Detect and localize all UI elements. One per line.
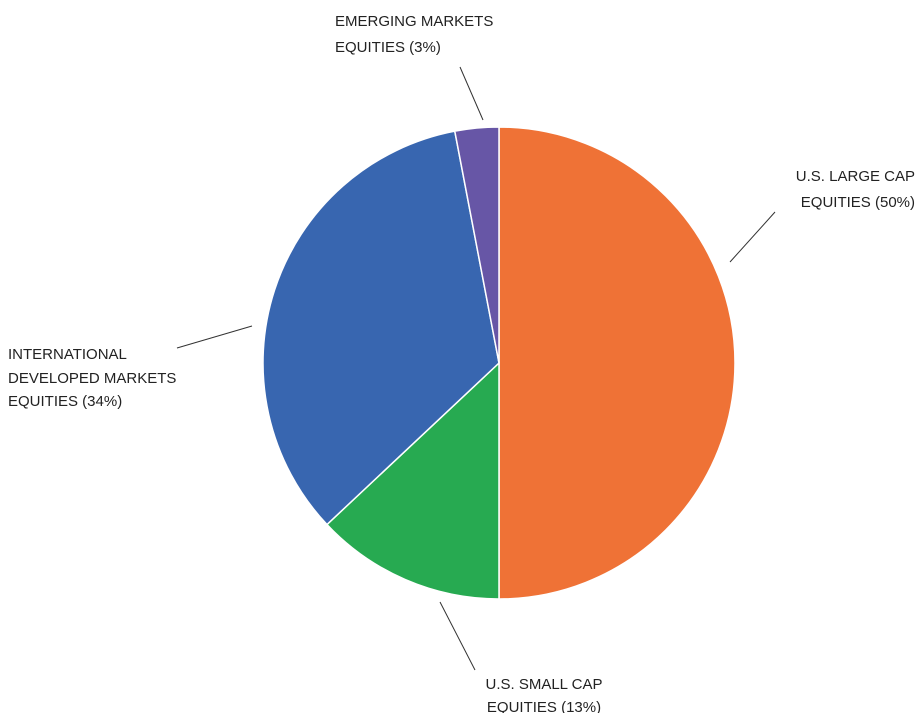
leader-line-1: [439, 601, 476, 671]
pie-slices: [262, 126, 736, 600]
slice-label-line: EQUITIES (3%): [335, 39, 441, 56]
leader-line-3: [459, 66, 484, 121]
slice-label-line: EQUITIES (34%): [8, 393, 122, 410]
slice-label-line: INTERNATIONAL: [8, 346, 127, 363]
leader-lines: [176, 66, 776, 671]
pie-slice-2: [262, 130, 500, 526]
pie-slice-3: [453, 126, 500, 364]
leader-line-2: [176, 325, 253, 349]
leader-line-0: [729, 211, 776, 263]
slice-label-line: U.S. LARGE CAP: [796, 168, 915, 185]
slice-label-line: DEVELOPED MARKETS: [8, 370, 176, 387]
slice-label-line: EQUITIES (13%): [487, 699, 601, 713]
slice-label-0: U.S. LARGE CAP EQUITIES (50%): [796, 168, 915, 211]
slice-label-1: U.S. SMALL CAP EQUITIES (13%): [486, 676, 603, 713]
slice-label-line: EMERGING MARKETS: [335, 13, 493, 30]
slice-labels: U.S. LARGE CAP EQUITIES (50%) U.S. SMALL C…: [8, 13, 915, 713]
pie-slice-1: [325, 361, 500, 600]
slice-label-3: EMERGING MARKETS EQUITIES (3%): [335, 13, 493, 56]
slice-label-line: EQUITIES (50%): [801, 194, 915, 211]
pie-slice-0: [498, 126, 736, 600]
slice-label-line: U.S. SMALL CAP: [486, 676, 603, 693]
slice-label-2: INTERNATIONAL DEVELOPED MARKETS EQUITIES (…: [8, 346, 176, 410]
